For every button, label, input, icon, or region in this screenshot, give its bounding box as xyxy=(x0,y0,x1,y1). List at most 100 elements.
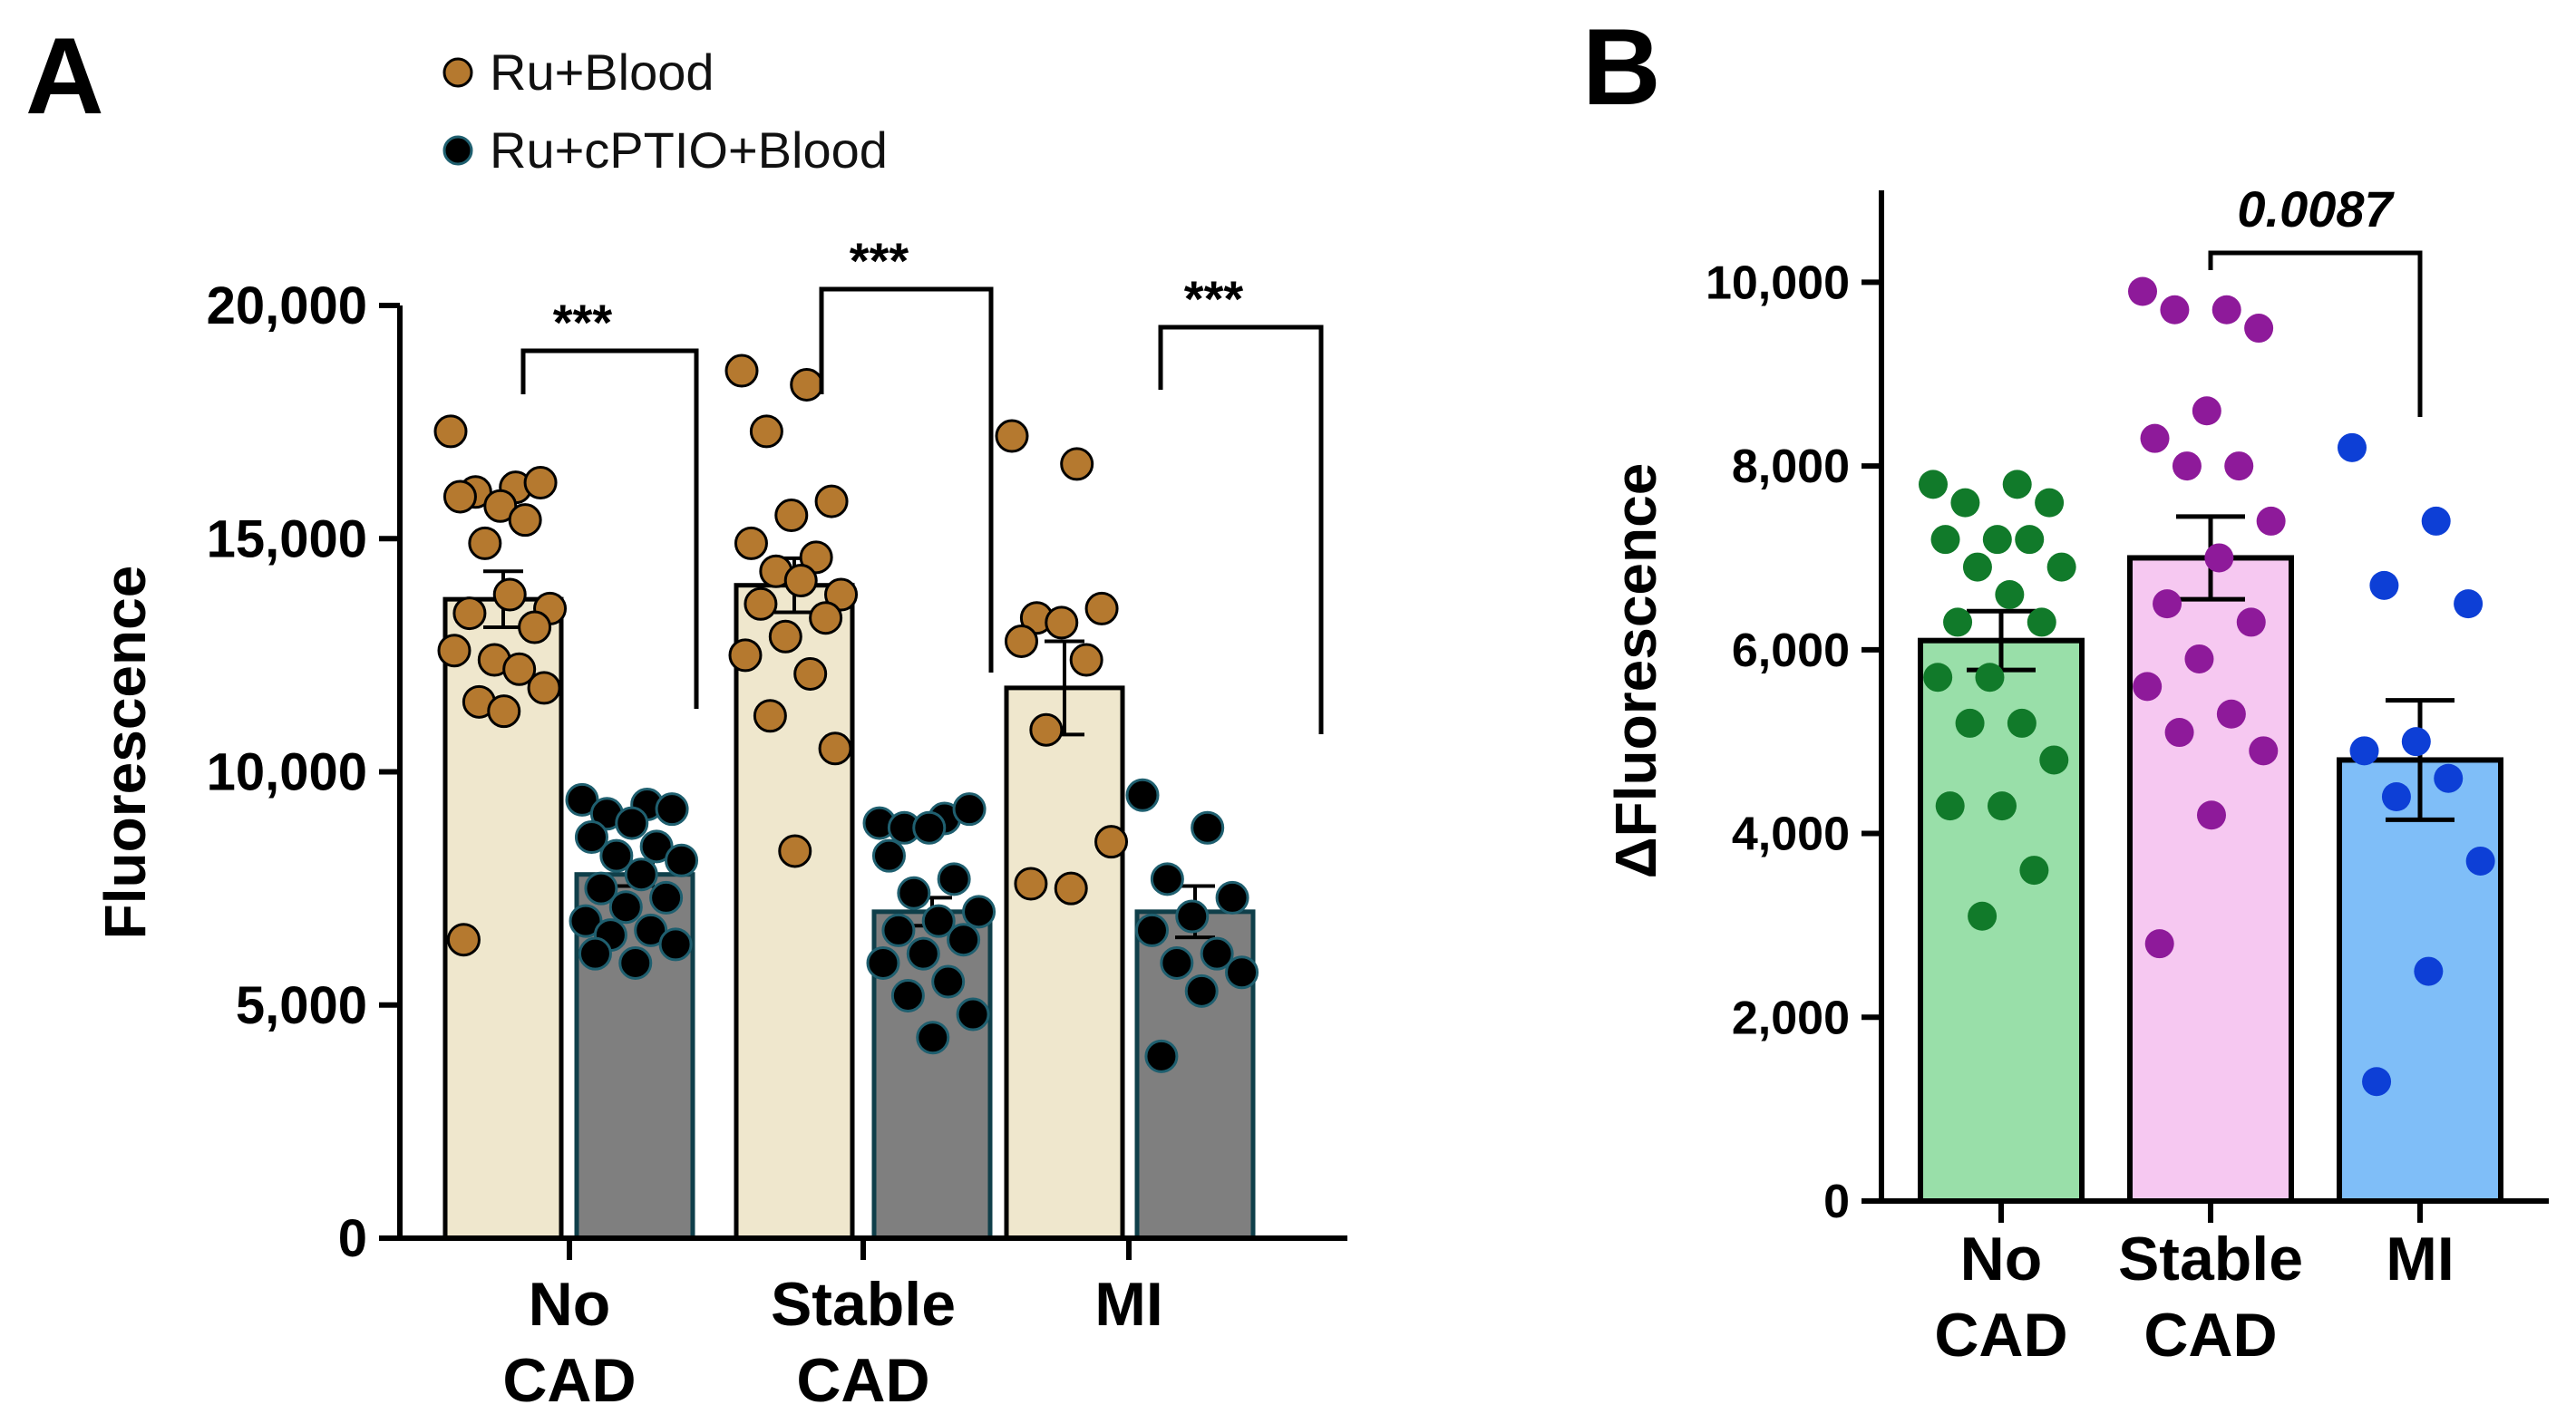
data-point-b-1 xyxy=(2184,644,2214,673)
data-point-a-1-2 xyxy=(1150,862,1184,896)
data-point-b-2 xyxy=(2338,432,2367,462)
data-point-a-0-0 xyxy=(527,671,561,705)
data-point-b-1 xyxy=(2249,736,2279,766)
y-tick-label-a-3: 15,000 xyxy=(207,509,367,568)
data-point-b-0 xyxy=(1930,525,1960,555)
data-point-b-0 xyxy=(1935,791,1965,821)
data-point-a-1-1 xyxy=(937,862,971,896)
data-point-a-0-1 xyxy=(734,526,768,560)
y-tick-label-b-2: 4,000 xyxy=(1732,809,1850,861)
significance-stars-a-0: *** xyxy=(553,294,613,351)
data-point-a-1-1 xyxy=(947,923,981,957)
data-point-a-0-1 xyxy=(749,414,783,449)
data-point-a-1-0 xyxy=(618,945,653,980)
significance-bracket-a-1 xyxy=(819,286,994,673)
data-point-a-0-1 xyxy=(790,367,824,402)
data-point-b-1 xyxy=(2224,451,2254,481)
data-point-a-0-2 xyxy=(1060,447,1094,481)
data-point-b-2 xyxy=(2414,956,2444,986)
data-point-a-1-0 xyxy=(599,838,634,873)
data-point-a-1-2 xyxy=(1144,1039,1179,1073)
data-point-a-1-1 xyxy=(906,936,940,971)
data-point-a-1-0 xyxy=(624,857,658,892)
data-point-b-0 xyxy=(2046,552,2076,582)
data-point-b-0 xyxy=(1968,901,1998,931)
category-label-a-1-line-0: Stable xyxy=(771,1270,956,1339)
data-point-b-0 xyxy=(2019,856,2049,886)
data-point-a-0-0 xyxy=(518,610,552,644)
bar-a-ru-blood-1 xyxy=(734,583,855,1241)
data-point-a-0-1 xyxy=(793,656,828,691)
y-tick-label-a-1: 5,000 xyxy=(236,976,367,1035)
category-label-b-2-line-0: MI xyxy=(2386,1225,2454,1293)
y-ticks-a: 0 5,000 10,000 15,000 20,000 xyxy=(207,276,400,1268)
data-point-b-0 xyxy=(1943,607,1973,637)
category-label-b-0-line-0: No xyxy=(1960,1225,2043,1293)
data-point-a-1-0 xyxy=(608,890,643,925)
data-point-a-1-1 xyxy=(931,964,966,999)
x-ticks-b xyxy=(1998,1201,2423,1223)
data-point-b-2 xyxy=(2421,506,2451,536)
significance-bracket-a-0 xyxy=(520,348,699,709)
bar-a-ru-blood-2 xyxy=(1004,685,1125,1241)
data-point-b-0 xyxy=(1982,525,2012,555)
y-tick-label-b-3: 6,000 xyxy=(1732,625,1850,677)
significance-stars-a-2: *** xyxy=(1184,270,1244,327)
data-point-a-0-2 xyxy=(1045,605,1079,640)
data-point-a-1-1 xyxy=(881,913,916,947)
data-point-a-0-0 xyxy=(452,596,487,631)
data-point-b-1 xyxy=(2236,607,2266,637)
data-point-a-0-1 xyxy=(824,577,859,612)
category-label-b-0-line-1: CAD xyxy=(1934,1301,2067,1370)
data-point-a-0-1 xyxy=(768,619,802,654)
data-point-a-0-1 xyxy=(728,638,763,673)
data-point-b-2 xyxy=(2369,570,2399,600)
data-point-a-0-1 xyxy=(809,601,843,635)
data-point-b-2 xyxy=(2381,782,2411,811)
data-point-a-1-1 xyxy=(916,1021,950,1055)
legend-a: Ru+Blood Ru+cPTIO+Blood xyxy=(442,44,888,179)
points-b xyxy=(1919,276,2495,1097)
data-point-a-1-1 xyxy=(897,876,931,910)
data-point-b-2 xyxy=(2454,589,2484,619)
legend-marker-ru-blood xyxy=(442,57,473,88)
panel-b: B ΔFluorescence 0.0087 0 2,000 4,000 6,000 8… xyxy=(1582,6,2549,1370)
data-point-a-0-0 xyxy=(483,489,518,523)
data-point-a-0-2 xyxy=(995,419,1029,453)
category-labels-b: No CAD Stable CAD MI xyxy=(1934,1225,2454,1370)
data-point-a-1-0 xyxy=(584,871,618,906)
data-point-b-0 xyxy=(2007,708,2036,738)
data-point-a-0-1 xyxy=(778,834,812,868)
data-point-b-1 xyxy=(2211,295,2241,325)
legend-label-ru-blood: Ru+Blood xyxy=(490,44,714,101)
data-point-b-1 xyxy=(2133,672,2163,702)
data-point-b-1 xyxy=(2164,718,2194,748)
y-ticks-b: 0 2,000 4,000 6,000 8,000 10,000 xyxy=(1706,257,1881,1228)
data-point-a-0-2 xyxy=(1004,624,1038,658)
panel-a-letter: A xyxy=(25,15,104,137)
category-labels-a: No CAD Stable CAD MI xyxy=(502,1270,1162,1415)
data-point-a-1-0 xyxy=(615,806,649,840)
data-point-b-1 xyxy=(2196,800,2226,830)
data-point-b-0 xyxy=(2002,470,2032,499)
data-point-a-0-1 xyxy=(724,354,759,388)
category-label-a-0-line-0: No xyxy=(529,1270,611,1339)
data-point-a-1-1 xyxy=(912,810,947,845)
category-label-a-1-line-1: CAD xyxy=(796,1346,929,1415)
data-point-a-1-1 xyxy=(956,997,990,1032)
data-point-b-1 xyxy=(2172,451,2202,481)
legend-label-ru-cptio-blood: Ru+cPTIO+Blood xyxy=(490,121,888,179)
data-point-a-1-2 xyxy=(1225,955,1259,990)
x-ticks-a xyxy=(567,1238,1132,1260)
data-point-a-0-0 xyxy=(437,634,471,668)
data-point-b-0 xyxy=(1955,708,1985,738)
data-point-a-0-1 xyxy=(774,499,809,533)
data-point-b-1 xyxy=(2244,314,2274,344)
data-point-b-1 xyxy=(2160,295,2190,325)
data-point-a-1-0 xyxy=(634,913,668,947)
data-point-b-2 xyxy=(2349,736,2379,766)
data-point-a-0-1 xyxy=(799,540,833,575)
data-point-a-1-0 xyxy=(574,820,608,855)
y-axis-label-b: ΔFluorescence xyxy=(1603,463,1668,879)
data-point-b-0 xyxy=(2015,525,2045,555)
